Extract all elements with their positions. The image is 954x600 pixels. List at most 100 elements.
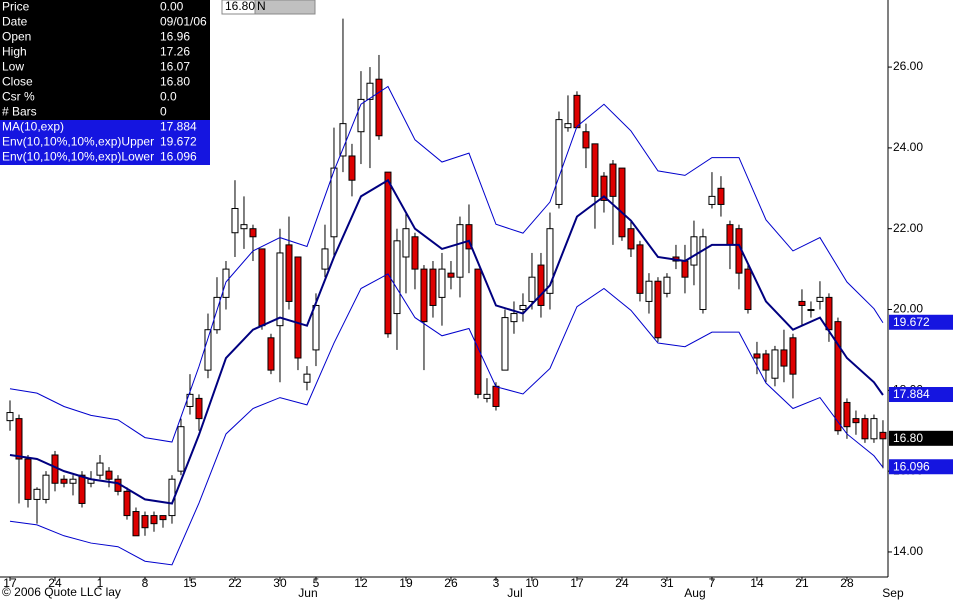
indicator-line bbox=[9, 85, 884, 443]
data-panel-value: 0.00 bbox=[160, 0, 184, 14]
candle-body bbox=[294, 256, 302, 359]
indicator-name: Env(10,10%,10%,exp)Lower bbox=[2, 150, 154, 164]
candle-body bbox=[42, 474, 50, 500]
candle-body bbox=[285, 244, 293, 302]
candle-body bbox=[501, 317, 509, 371]
data-panel-value: 16.96 bbox=[160, 30, 190, 44]
candle-body bbox=[213, 296, 221, 331]
data-panel-bg bbox=[0, 0, 210, 120]
data-panel-label: Date bbox=[2, 15, 28, 29]
data-panel-label: Csr % bbox=[2, 90, 35, 104]
footer: © 2006 Quote LLC lay bbox=[2, 585, 121, 599]
x-tick-label: 12 bbox=[354, 576, 368, 590]
candle-body bbox=[438, 268, 446, 298]
candle-body bbox=[600, 175, 608, 201]
candle-body bbox=[483, 393, 491, 399]
candle-body bbox=[312, 304, 320, 351]
candle-body bbox=[339, 123, 347, 157]
candle-body bbox=[357, 98, 365, 133]
indicator-row-bg bbox=[0, 150, 210, 165]
price-box-flag-bg bbox=[254, 0, 316, 15]
candle-body bbox=[366, 82, 374, 100]
indicator-value: 17.884 bbox=[160, 120, 197, 134]
value-tag bbox=[889, 387, 953, 403]
month-label: Sep bbox=[882, 586, 904, 600]
month-label: Jun bbox=[298, 586, 317, 600]
indicator-row-bg bbox=[0, 120, 210, 135]
indicator-value: 19.672 bbox=[160, 135, 197, 149]
candle-body bbox=[519, 304, 527, 311]
candle-body bbox=[870, 418, 878, 440]
candle-body bbox=[456, 224, 464, 278]
candle-body bbox=[528, 276, 536, 302]
x-tick-label: 3 bbox=[493, 576, 500, 590]
candle-body bbox=[843, 401, 851, 428]
x-tick-label: 17 bbox=[3, 576, 17, 590]
data-panel-label: Low bbox=[2, 60, 24, 74]
candle-body bbox=[807, 309, 815, 312]
x-tick-label: 26 bbox=[444, 576, 458, 590]
candle-body bbox=[861, 418, 869, 440]
candle-body bbox=[654, 280, 662, 339]
data-panel-label: # Bars bbox=[2, 105, 37, 119]
x-tick-label: 1 bbox=[97, 576, 104, 590]
candle-body bbox=[636, 244, 644, 294]
candle-body bbox=[411, 236, 419, 270]
candle-body bbox=[141, 515, 149, 529]
data-panel-value: 17.26 bbox=[160, 45, 190, 59]
value-tag-label: 16.80 bbox=[893, 431, 923, 445]
candle-body bbox=[159, 515, 167, 521]
candle-body bbox=[69, 478, 77, 484]
candle-body bbox=[276, 252, 284, 327]
candle-body bbox=[447, 272, 455, 278]
data-panel-value: 16.80 bbox=[160, 75, 190, 89]
candle-body bbox=[537, 264, 545, 306]
indicator-name: Env(10,10%,10%,exp)Upper bbox=[2, 135, 154, 149]
value-tag-label: 16.096 bbox=[893, 459, 930, 473]
x-tick-label: 24 bbox=[615, 576, 629, 590]
x-tick-label: 24 bbox=[48, 576, 62, 590]
candle-body bbox=[591, 143, 599, 197]
candle-body bbox=[402, 228, 410, 258]
candle-body bbox=[105, 470, 113, 480]
candle-body bbox=[780, 349, 788, 367]
y-tick-label: 26.00 bbox=[893, 59, 923, 73]
candle-body bbox=[321, 248, 329, 270]
candle-body bbox=[132, 511, 140, 537]
candle-body bbox=[564, 123, 572, 129]
candle-body bbox=[249, 228, 257, 238]
candle-body bbox=[762, 353, 770, 371]
x-tick-label: 17 bbox=[570, 576, 584, 590]
candle-body bbox=[240, 224, 248, 230]
candle-body bbox=[645, 280, 653, 302]
candle-body bbox=[789, 337, 797, 375]
indicator-value: 16.096 bbox=[160, 150, 197, 164]
candle-body bbox=[420, 268, 428, 323]
candle-body bbox=[510, 313, 518, 323]
month-label: Aug bbox=[684, 586, 705, 600]
candle-body bbox=[303, 373, 311, 383]
x-tick-label: 22 bbox=[228, 576, 242, 590]
indicator-line bbox=[9, 178, 884, 505]
candle-body bbox=[375, 78, 383, 137]
x-tick-label: 10 bbox=[525, 576, 539, 590]
x-tick-label: 15 bbox=[183, 576, 197, 590]
candle-body bbox=[6, 412, 14, 422]
candle-body bbox=[681, 260, 689, 278]
candle-body bbox=[663, 276, 671, 294]
candle-body bbox=[546, 228, 554, 294]
candle-body bbox=[96, 462, 104, 476]
candle-body bbox=[330, 167, 338, 238]
data-panel-value: 0 bbox=[160, 105, 167, 119]
indicator-name: MA(10,exp) bbox=[2, 120, 64, 134]
candle-body bbox=[726, 224, 734, 246]
candle-body bbox=[609, 163, 617, 197]
candle-body bbox=[177, 426, 185, 472]
candle-body bbox=[555, 119, 563, 205]
candle-body bbox=[393, 240, 401, 315]
candle-body bbox=[267, 337, 275, 371]
candle-body bbox=[474, 268, 482, 395]
candle-body bbox=[60, 478, 68, 484]
